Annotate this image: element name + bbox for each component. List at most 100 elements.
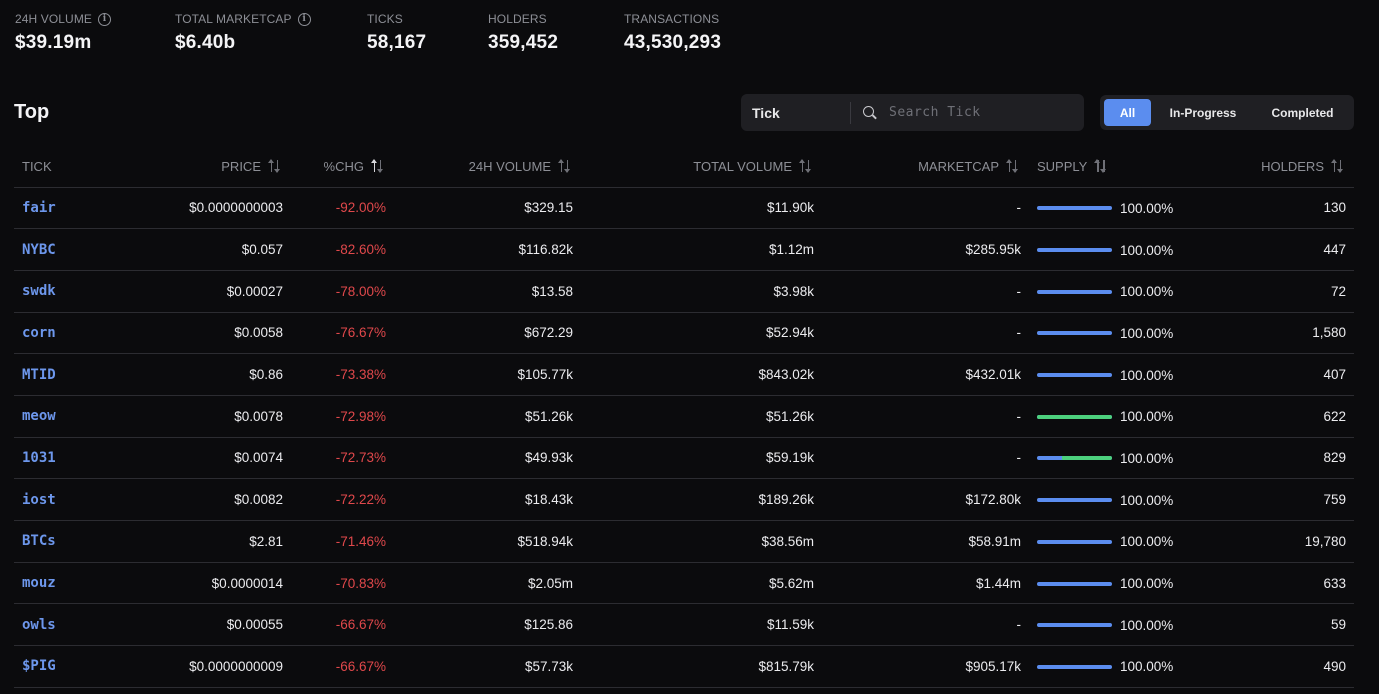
table-row[interactable]: meow $0.0078 -72.98% $51.26k $51.26k -100.00%… <box>14 395 1354 438</box>
col-label: MARKETCAP <box>918 158 999 174</box>
sort-icon[interactable] <box>798 158 814 173</box>
stat-holders: HOLDERS 359,452 <box>488 12 558 54</box>
tokens-table: TICK PRICE %CHG 24H VOLUME TOTAL VOLUME … <box>14 146 1354 688</box>
supply-progress-bar <box>1037 456 1112 461</box>
search-type-select[interactable]: Tick <box>741 101 851 124</box>
stat-value: 359,452 <box>488 32 559 53</box>
section-title: Top <box>14 101 50 123</box>
marketcap-cell: $1.44m <box>822 562 1029 605</box>
supply-cell: 100.00% <box>1029 562 1199 605</box>
holders-cell: 130 <box>1199 187 1354 230</box>
info-icon[interactable]: i <box>98 12 112 26</box>
table-row[interactable]: $PIG $0.0000000009 -66.67% $57.73k $815.79k $… <box>14 645 1354 688</box>
change-cell: -78.00% <box>291 270 394 313</box>
supply-progress-fill <box>1061 456 1112 461</box>
col-label: TOTAL VOLUME <box>693 158 792 174</box>
tick-link[interactable]: $PIG <box>14 645 119 688</box>
table-row[interactable]: owls $0.00055 -66.67% $125.86 $11.59k - 100.00… <box>14 603 1354 647</box>
price-cell: $0.0000000009 <box>119 645 291 688</box>
tick-link[interactable]: MTID <box>14 353 119 396</box>
total-volume-cell: $189.26k <box>581 478 822 521</box>
holders-cell: 72 <box>1199 270 1354 313</box>
price-cell: $2.81 <box>119 520 291 563</box>
col-holders[interactable]: HOLDERS <box>1199 146 1354 188</box>
marketcap-cell: $432.01k <box>822 353 1029 396</box>
sort-active-icon[interactable] <box>370 158 386 173</box>
total-volume-cell: $1.12m <box>581 228 822 271</box>
stat-value: $6.40b <box>175 32 236 53</box>
change-cell: -72.22% <box>291 478 394 521</box>
supply-cell: 100.00% <box>1029 312 1199 355</box>
holders-cell: 19,780 <box>1199 520 1354 563</box>
search-icon <box>863 105 877 120</box>
filter-all-button[interactable]: All <box>1104 99 1151 126</box>
col-total-volume[interactable]: TOTAL VOLUME <box>581 146 822 188</box>
tick-link[interactable]: 1031 <box>14 437 119 480</box>
sort-icon[interactable] <box>1005 158 1021 173</box>
tick-link[interactable]: iost <box>14 478 119 521</box>
volume-24h-cell: $672.29 <box>394 312 581 355</box>
volume-24h-cell: $2.05m <box>394 562 581 605</box>
total-volume-cell: $38.56m <box>581 520 822 563</box>
supply-percent: 100.00% <box>1120 325 1174 341</box>
table-row[interactable]: 1031 $0.0074 -72.73% $49.93k $59.19k - 100.00%… <box>14 437 1354 480</box>
col-24h-volume[interactable]: 24H VOLUME <box>394 146 581 188</box>
sort-icon[interactable] <box>557 158 573 173</box>
table-row[interactable]: fair $0.0000000003 -92.00% $329.15 $11.90k - 1… <box>14 187 1354 230</box>
col-supply[interactable]: SUPPLY <box>1029 146 1199 188</box>
col-label: 24H VOLUME <box>468 158 551 174</box>
sort-icon[interactable] <box>267 158 283 173</box>
supply-percent: 100.00% <box>1120 409 1174 425</box>
sort-icon[interactable] <box>1093 158 1109 173</box>
price-cell: $0.057 <box>119 228 291 271</box>
total-volume-cell: $3.98k <box>581 270 822 313</box>
marketcap-cell: $172.80k <box>822 478 1029 521</box>
filter-in-progress-button[interactable]: In-Progress <box>1169 105 1237 120</box>
table-row[interactable]: swdk $0.00027 -78.00% $13.58 $3.98k - 100.00% 7… <box>14 270 1354 313</box>
tick-link[interactable]: meow <box>14 395 119 438</box>
tick-link[interactable]: BTCs <box>14 520 119 563</box>
price-cell: $0.86 <box>119 353 291 396</box>
table-row[interactable]: mouz $0.0000014 -70.83% $2.05m $5.62m $1.44m 1… <box>14 562 1354 605</box>
table-row[interactable]: NYBC $0.057 -82.60% $116.82k $1.12m $285.95k 1… <box>14 228 1354 271</box>
tick-link[interactable]: corn <box>14 312 119 355</box>
col-label: SUPPLY <box>1037 158 1088 174</box>
tick-link[interactable]: owls <box>14 603 119 647</box>
tick-link[interactable]: fair <box>14 187 119 230</box>
tick-link[interactable]: NYBC <box>14 228 119 271</box>
tick-link[interactable]: mouz <box>14 562 119 605</box>
col-price[interactable]: PRICE <box>119 146 291 188</box>
marketcap-cell: - <box>822 603 1029 647</box>
supply-cell: 100.00% <box>1029 645 1199 688</box>
supply-progress-bar <box>1037 248 1112 252</box>
table-row[interactable]: MTID $0.86 -73.38% $105.77k $843.02k $432.01k… <box>14 353 1354 396</box>
table-row[interactable]: corn $0.0058 -76.67% $672.29 $52.94k - 100.00%… <box>14 312 1354 355</box>
change-cell: -72.98% <box>291 395 394 438</box>
supply-percent: 100.00% <box>1120 200 1174 216</box>
change-cell: -82.60% <box>291 228 394 271</box>
supply-percent: 100.00% <box>1120 576 1174 591</box>
stat-label: TOTAL MARKETCAP <box>175 12 292 26</box>
marketcap-cell: $58.91m <box>822 520 1029 563</box>
supply-cell: 100.00% <box>1029 228 1199 271</box>
change-cell: -92.00% <box>291 187 394 230</box>
col-marketcap[interactable]: MARKETCAP <box>822 146 1029 188</box>
marketcap-cell: - <box>822 312 1029 355</box>
tick-link[interactable]: swdk <box>14 270 119 313</box>
sort-icon[interactable] <box>1330 158 1346 173</box>
change-cell: -70.83% <box>291 562 394 605</box>
volume-24h-cell: $49.93k <box>394 437 581 480</box>
search-box: Tick <box>741 94 1084 131</box>
change-cell: -76.67% <box>291 312 394 355</box>
supply-percent: 100.00% <box>1120 534 1174 550</box>
stat-24h-volume: 24H VOLUME i $39.19m <box>15 12 112 54</box>
search-input[interactable] <box>889 105 1069 120</box>
supply-progress-bar <box>1037 289 1112 294</box>
table-row[interactable]: iost $0.0082 -72.22% $18.43k $189.26k $172.80… <box>14 478 1354 521</box>
marketcap-cell: - <box>822 395 1029 438</box>
volume-24h-cell: $13.58 <box>394 270 581 313</box>
info-icon[interactable]: i <box>297 12 311 26</box>
filter-completed-button[interactable]: Completed <box>1271 105 1334 120</box>
col-chg[interactable]: %CHG <box>291 146 394 188</box>
table-row[interactable]: BTCs $2.81 -71.46% $518.94k $38.56m $58.91m 10… <box>14 520 1354 563</box>
